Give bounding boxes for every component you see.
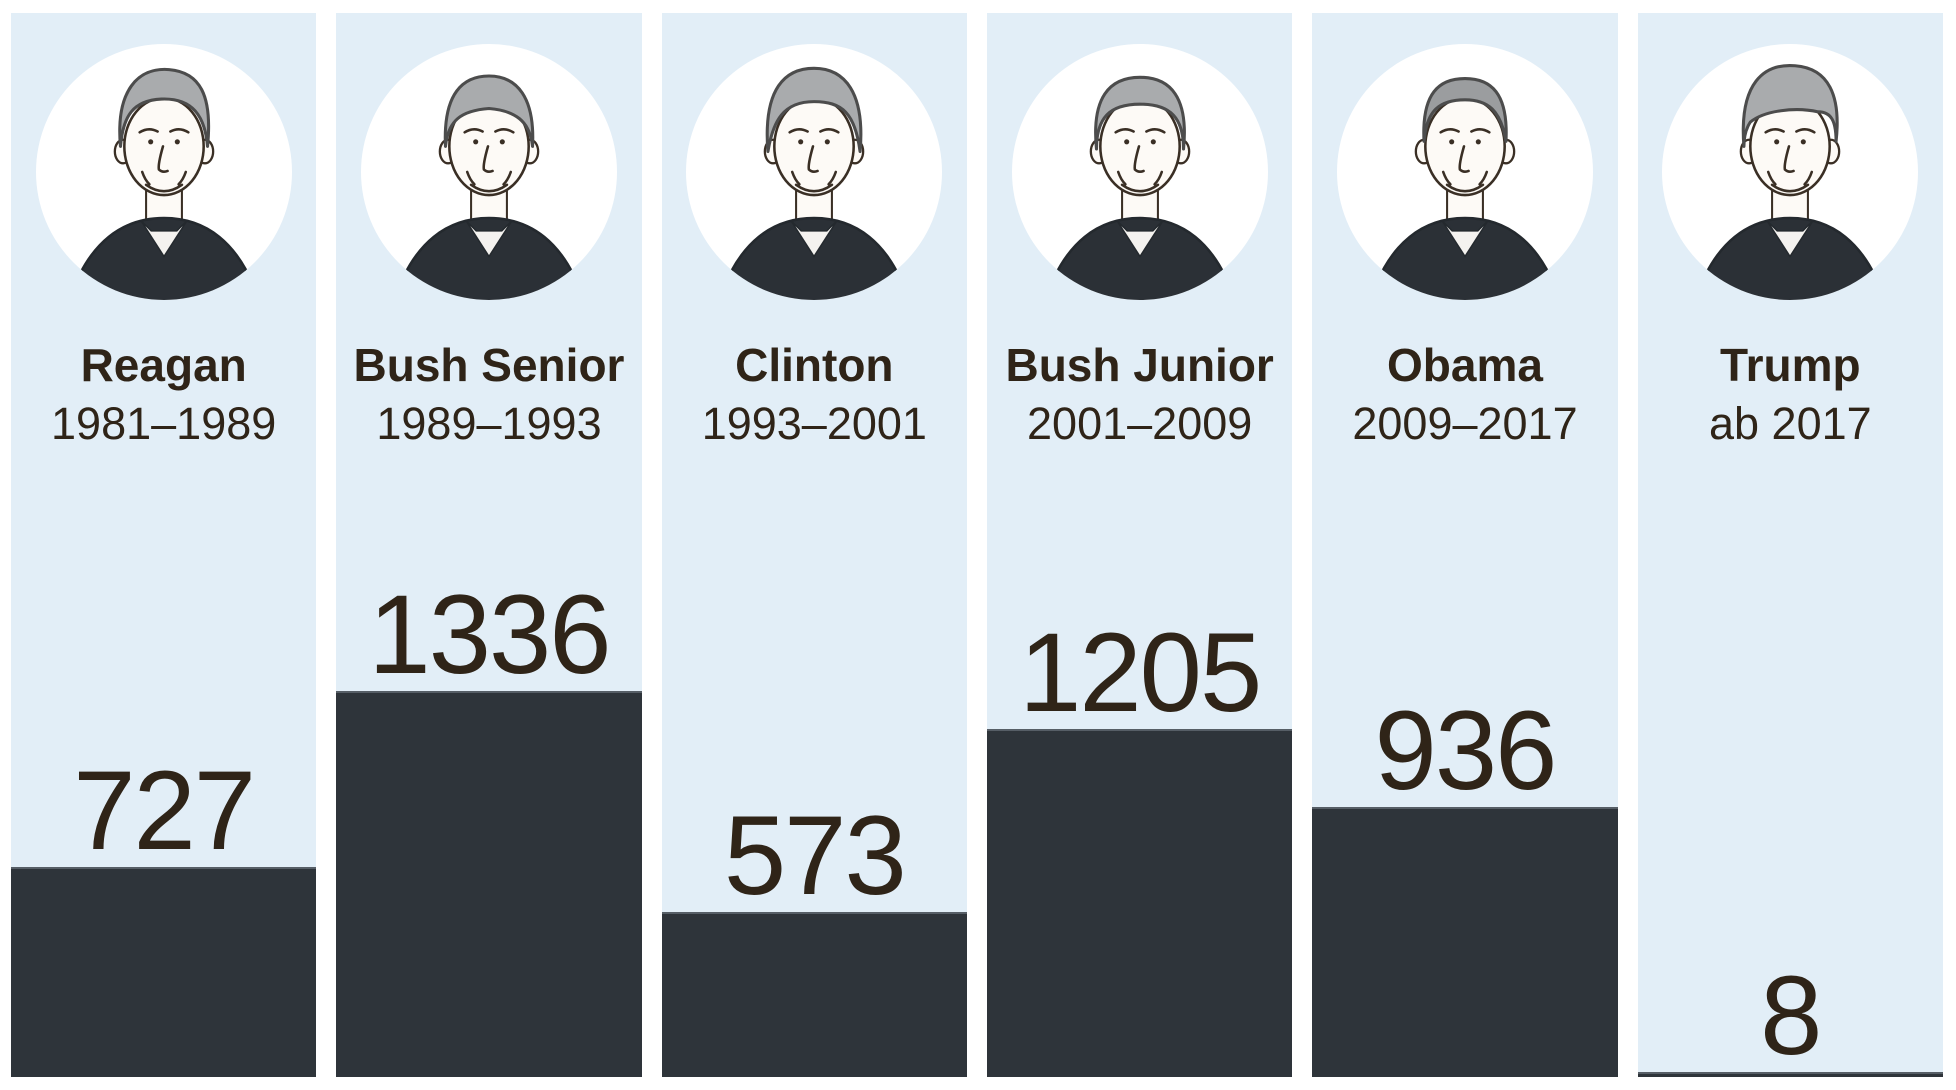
term-years: 1989–1993	[376, 398, 602, 449]
clinton-portrait-icon	[718, 66, 911, 300]
portrait-eye-right	[499, 139, 505, 145]
portrait-circle	[1662, 44, 1919, 300]
president-name: Clinton	[735, 339, 894, 391]
bar	[987, 729, 1293, 1077]
portrait-hair	[443, 74, 535, 148]
bar	[1637, 1072, 1943, 1077]
portrait-eye-left	[473, 139, 479, 145]
portrait-shirt	[790, 220, 839, 258]
portrait-eye-left	[1449, 139, 1455, 145]
reagan-portrait-icon	[67, 68, 260, 300]
president-name: Trump	[1720, 339, 1861, 391]
president-column-clinton: Clinton 1993–2001 573	[661, 13, 967, 1077]
president-name: Bush Senior	[353, 339, 625, 391]
portrait-shirt	[1115, 220, 1164, 258]
portrait-eye-left	[1774, 139, 1780, 145]
presidents-bar-chart: Reagan 1981–1989 727	[11, 13, 1943, 1077]
portrait-features	[138, 128, 190, 193]
portrait-circle	[35, 44, 292, 300]
portrait-circle	[1336, 44, 1593, 300]
president-name: Bush Junior	[1005, 339, 1274, 391]
term-years: 2001–2009	[1027, 398, 1253, 449]
bar	[336, 691, 642, 1077]
portrait-features	[463, 128, 515, 193]
term-years: 1993–2001	[701, 398, 927, 449]
president-column-bush-junior: Bush Junior 2001–2009 1205	[987, 13, 1293, 1077]
portrait-shirt	[1766, 220, 1815, 258]
portrait-features	[1439, 128, 1491, 193]
portrait-eye-right	[1801, 139, 1807, 145]
trump-portrait-icon	[1694, 64, 1887, 300]
portrait-circle	[1011, 44, 1268, 300]
value-label: 936	[1374, 688, 1558, 813]
value-label: 573	[723, 793, 907, 918]
value-label: 727	[73, 748, 256, 873]
portrait-suit	[1694, 216, 1887, 300]
bar	[661, 912, 967, 1077]
portrait-shirt	[465, 220, 513, 258]
portrait-suit	[392, 216, 586, 300]
portrait-hair	[766, 66, 863, 154]
portrait-features	[1764, 128, 1816, 193]
president-column-trump: Trump ab 2017 8	[1637, 13, 1943, 1078]
value-label: 1205	[1019, 610, 1262, 735]
portrait-eye-left	[147, 139, 153, 145]
value-label: 1336	[368, 572, 611, 697]
portrait-suit	[1368, 216, 1562, 300]
term-years: ab 2017	[1708, 398, 1872, 449]
portrait-suit	[67, 216, 260, 300]
term-years: 1981–1989	[51, 398, 277, 449]
portrait-eye-left	[798, 139, 804, 145]
bar	[11, 867, 317, 1077]
president-column-obama: Obama 2009–2017 936	[1312, 13, 1618, 1077]
portrait-suit	[1043, 216, 1236, 300]
portrait-features	[788, 128, 840, 193]
portrait-eye-left	[1123, 139, 1129, 145]
bush-junior-portrait-icon	[1043, 75, 1236, 300]
portrait-features	[1114, 128, 1166, 193]
portrait-hair	[1422, 77, 1508, 143]
portrait-hair	[117, 68, 210, 148]
bar	[1312, 807, 1618, 1077]
president-name: Obama	[1387, 339, 1543, 391]
portrait-shirt	[1441, 220, 1489, 258]
portrait-eye-right	[174, 139, 180, 145]
portrait-suit	[718, 216, 911, 300]
portrait-hair	[1093, 75, 1186, 151]
obama-portrait-icon	[1368, 77, 1562, 300]
portrait-shirt	[139, 220, 188, 258]
bush-senior-portrait-icon	[392, 74, 586, 300]
president-column-bush-senior: Bush Senior 1989–1993 1336	[336, 13, 642, 1077]
portrait-eye-right	[1150, 139, 1156, 145]
portrait-hair	[1742, 64, 1839, 148]
portrait-circle	[360, 44, 617, 300]
portrait-eye-right	[1475, 139, 1481, 145]
president-column-reagan: Reagan 1981–1989 727	[11, 13, 317, 1077]
portrait-circle	[686, 44, 943, 300]
president-name: Reagan	[80, 339, 247, 391]
portrait-eye-right	[825, 139, 831, 145]
value-label: 8	[1760, 953, 1822, 1078]
term-years: 2009–2017	[1352, 398, 1578, 449]
